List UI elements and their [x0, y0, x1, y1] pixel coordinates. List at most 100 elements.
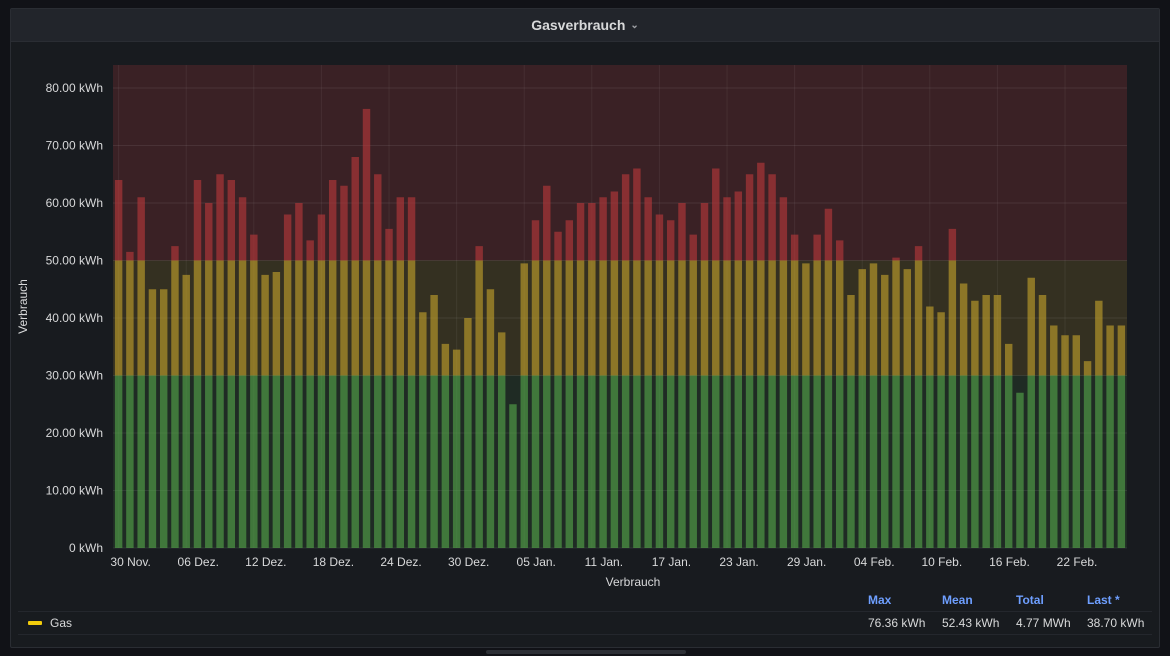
bar-segment — [621, 375, 630, 548]
bar-segment — [486, 289, 495, 376]
bar-segment — [1106, 325, 1114, 376]
bar-segment — [1050, 325, 1058, 376]
bar-segment — [216, 260, 224, 376]
bar-segment — [712, 375, 720, 548]
bar-segment — [543, 260, 551, 376]
bar-segment — [250, 234, 258, 261]
bar-segment — [407, 375, 416, 548]
bar-segment — [1004, 375, 1013, 548]
bar-segment — [779, 375, 788, 548]
bar-segment — [689, 375, 697, 548]
bar-segment — [1050, 375, 1058, 548]
bar-segment — [182, 375, 190, 548]
chevron-down-icon[interactable]: ⌄ — [630, 19, 639, 31]
bar-segment — [745, 260, 754, 376]
bar-segment — [1038, 295, 1047, 376]
bar-segment — [238, 375, 247, 548]
bar-segment — [396, 197, 405, 261]
threshold-band — [113, 260, 1127, 376]
y-tick-label: 70.00 kWh — [46, 139, 103, 153]
bar-segment — [114, 180, 123, 261]
bar-segment — [295, 203, 303, 261]
bar-segment — [813, 234, 821, 261]
bar-segment — [193, 180, 202, 261]
bar-segment — [171, 375, 179, 548]
bar-segment — [712, 260, 720, 376]
bar-segment — [148, 289, 157, 376]
bar-segment — [937, 312, 945, 376]
bar-segment — [588, 260, 596, 376]
bar-segment — [734, 260, 743, 376]
bar-segment — [205, 203, 213, 261]
bar-segment — [903, 269, 912, 376]
bar-segment — [644, 260, 652, 376]
bar-segment — [948, 228, 957, 261]
bar-segment — [362, 260, 371, 376]
bar-segment — [768, 174, 776, 261]
bar-segment — [283, 214, 292, 261]
bar-segment — [362, 375, 371, 548]
x-tick-label: 18 Dez. — [313, 555, 354, 569]
bar-segment — [644, 375, 652, 548]
x-tick-label: 24 Dez. — [380, 555, 421, 569]
bar-segment — [655, 260, 664, 376]
bar-segment — [588, 375, 596, 548]
bar-segment — [734, 191, 743, 261]
bar-segment — [666, 375, 675, 548]
legend-header-total[interactable]: Total — [1016, 593, 1044, 607]
legend-row-gas[interactable]: Gas 76.36 kWh 52.43 kWh 4.77 MWh 38.70 k… — [18, 611, 1152, 635]
bar-segment — [914, 246, 923, 261]
x-tick-label: 05 Jan. — [517, 555, 556, 569]
series-color-swatch[interactable] — [28, 621, 42, 625]
bar-segment — [452, 349, 461, 376]
bar-segment — [847, 375, 855, 548]
legend-header-last[interactable]: Last * — [1087, 593, 1120, 607]
bar-segment — [1027, 375, 1035, 548]
legend-value-mean: 52.43 kWh — [942, 616, 1000, 630]
panel-header[interactable]: Gasverbrauch ⌄ — [11, 9, 1159, 42]
bar-segment — [993, 375, 1002, 548]
bar-segment — [1106, 375, 1114, 548]
y-tick-label: 30.00 kWh — [46, 369, 103, 383]
bar-segment — [633, 260, 641, 376]
bar-segment — [114, 375, 123, 548]
bar-segment — [700, 260, 709, 376]
bar-segment — [937, 375, 945, 548]
bar-segment — [576, 375, 585, 548]
bar-segment — [847, 295, 855, 376]
bar-segment — [1027, 277, 1035, 376]
bar-segment — [126, 260, 134, 376]
bar-segment — [1083, 361, 1092, 376]
legend-header-mean[interactable]: Mean — [942, 593, 973, 607]
x-tick-label: 04 Feb. — [854, 555, 895, 569]
bar-segment — [1072, 375, 1081, 548]
legend-series-name[interactable]: Gas — [50, 616, 73, 630]
y-tick-label: 80.00 kWh — [46, 81, 103, 95]
bar-segment — [723, 375, 731, 548]
bar-segment — [621, 260, 630, 376]
resize-handle[interactable] — [486, 650, 686, 654]
bar-segment — [475, 260, 483, 376]
bar-segment — [824, 375, 833, 548]
bar-segment — [216, 375, 224, 548]
bar-segment — [554, 375, 562, 548]
bar-segment — [757, 375, 765, 548]
bar-segment — [565, 220, 574, 261]
bar-segment — [159, 289, 168, 376]
bar-segment — [565, 375, 574, 548]
bar-segment — [114, 260, 123, 376]
panel-title[interactable]: Gasverbrauch — [531, 17, 626, 33]
bar-segment — [441, 375, 450, 548]
bar-segment — [993, 295, 1002, 376]
bar-segment — [238, 197, 247, 261]
bar-segment — [205, 260, 213, 376]
bar-segment — [317, 214, 326, 261]
bar-segment — [238, 260, 247, 376]
bar-segment — [1117, 325, 1126, 376]
bar-segment — [1061, 335, 1069, 376]
bar-segment — [599, 375, 607, 548]
legend-header-max[interactable]: Max — [868, 593, 892, 607]
bar-segment — [205, 375, 213, 548]
bar-segment — [914, 375, 923, 548]
bar-segment — [328, 375, 337, 548]
